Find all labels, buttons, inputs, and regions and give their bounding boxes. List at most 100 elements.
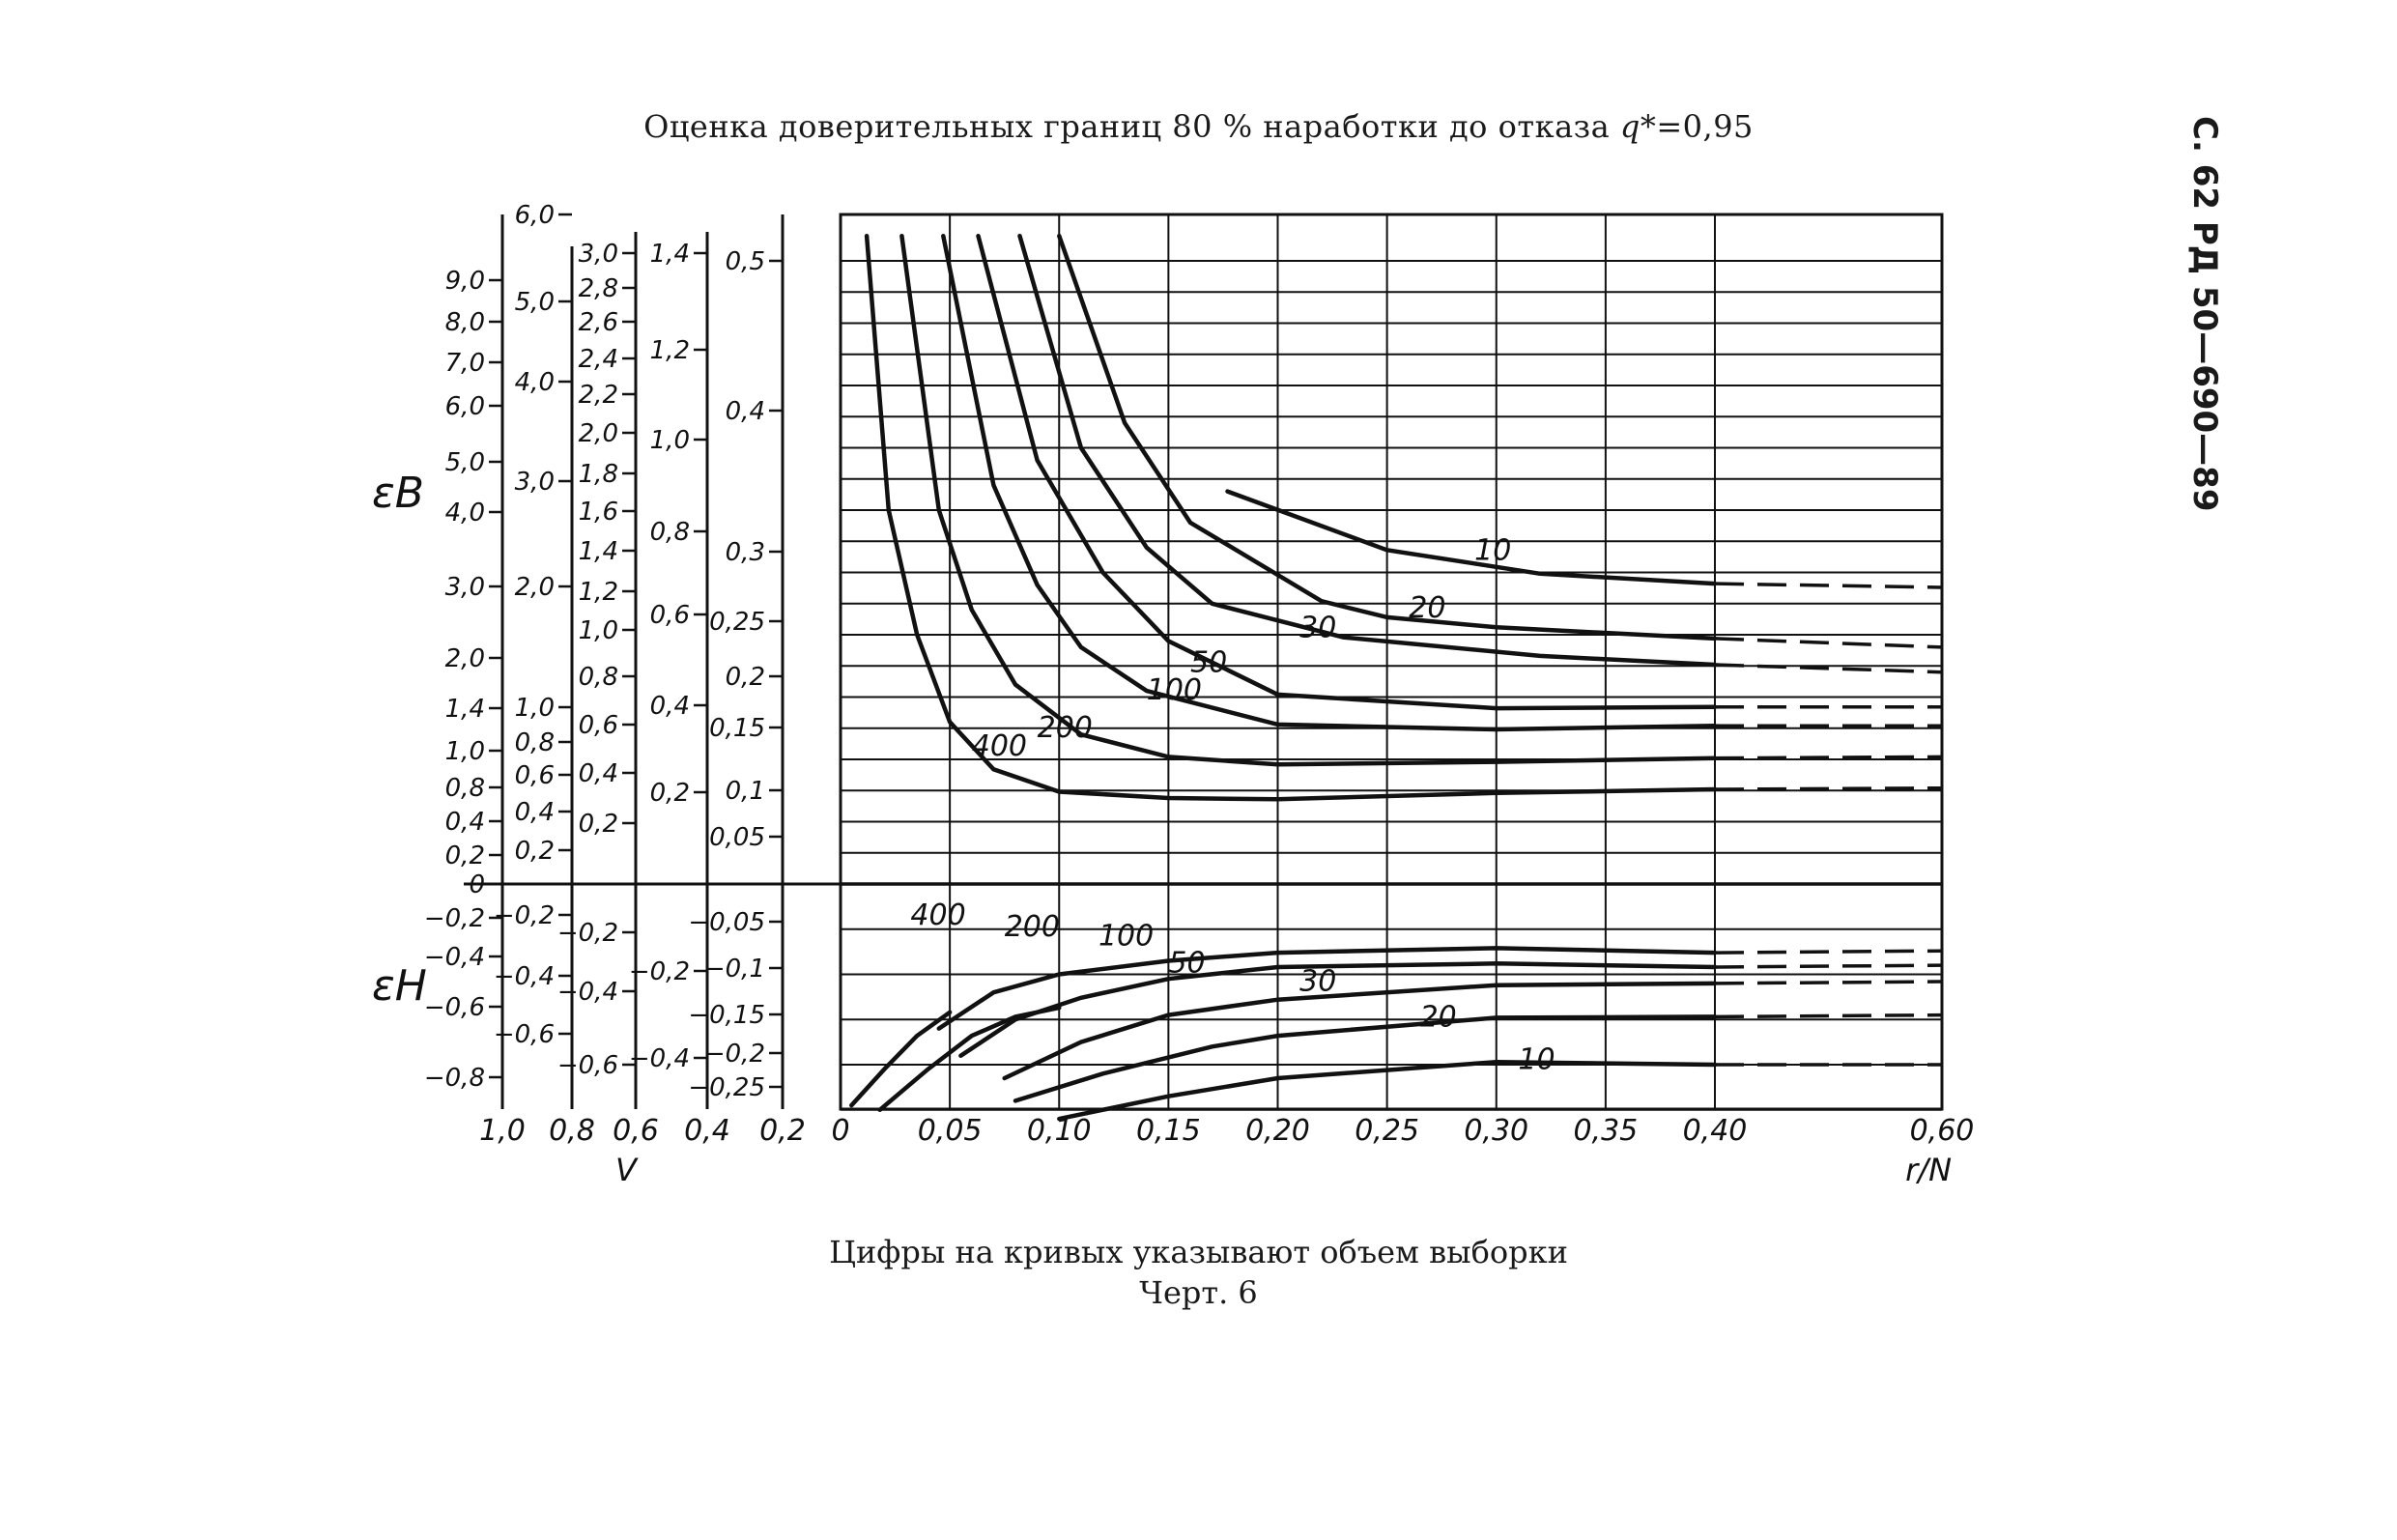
- curve-label-lower-100: 100: [1099, 920, 1154, 954]
- scale-tick-label: 1,0: [515, 694, 555, 723]
- curve-label-lower-200: 200: [1005, 910, 1060, 944]
- scale-tick-label: 2,4: [579, 345, 618, 374]
- curve-label-upper-20: 20: [1409, 591, 1445, 625]
- curve-upper-200: [899, 233, 1718, 767]
- scale-tick-label: 0,4: [515, 798, 555, 827]
- curve-upper-10-dashed: [1714, 582, 1943, 589]
- curve-label-upper-400: 400: [972, 729, 1027, 763]
- scale-tick-label: 0,5: [726, 247, 765, 276]
- scale-tick-label: 0: [469, 870, 485, 899]
- scale-tick-label: 0,2: [515, 837, 555, 866]
- curve-upper-10: [1225, 489, 1718, 586]
- scale-tick-label: 1,4: [579, 537, 618, 566]
- scale-tick-label: 1,0: [579, 616, 618, 645]
- curve-label-lower-10: 10: [1518, 1043, 1555, 1077]
- scale-tick-label: −0,4: [629, 1044, 690, 1073]
- scale-tick-label: 0,6: [515, 761, 555, 790]
- scale-tick-label: 8,0: [445, 308, 485, 337]
- curve-upper-400-dashed: [1714, 785, 1943, 791]
- curve-upper-20-dashed: [1714, 637, 1943, 649]
- scale-tick-label: −0,6: [557, 1051, 618, 1080]
- curve-label-lower-20: 20: [1420, 1001, 1457, 1035]
- scale-tick-label: 0,2: [726, 663, 765, 692]
- scale-tick-label: 9,0: [445, 267, 485, 296]
- curve-upper-30: [1017, 233, 1718, 668]
- scale-tick-label: 3,0: [579, 240, 618, 269]
- upper-axis-label: εB: [372, 469, 424, 518]
- x-tick-label: 0,40: [1683, 1114, 1748, 1148]
- scale-tick-label: −0,6: [494, 1020, 555, 1049]
- scale-tick-label: −0,25: [688, 1073, 765, 1102]
- scale-tick-label: 4,0: [515, 368, 555, 397]
- curves: [849, 233, 1943, 1122]
- curve-label-upper-30: 30: [1299, 612, 1336, 645]
- scale-tick-label: −0,4: [424, 943, 485, 972]
- v-tick-label: 0,2: [759, 1114, 806, 1148]
- curve-label-upper-50: 50: [1190, 646, 1227, 680]
- scale-tick-label: 2,0: [515, 573, 555, 602]
- scale-tick-label: −0,2: [629, 957, 690, 986]
- curve-lower-10: [1057, 1059, 1718, 1122]
- scale-tick-label: 0,4: [726, 397, 765, 426]
- caption-line-2: Черт. 6: [1139, 1274, 1258, 1311]
- curve-label-upper-10: 10: [1474, 534, 1511, 568]
- scale-tick-label: −0,2: [704, 1040, 765, 1069]
- scale-tick-label: 2,0: [579, 419, 618, 448]
- x-tick-label: 0,15: [1136, 1114, 1201, 1148]
- curve-upper-100: [941, 233, 1718, 732]
- x-tick-label: 0: [831, 1114, 849, 1148]
- curve-lower-30: [1002, 981, 1718, 1081]
- curve-label-upper-200: 200: [1038, 711, 1093, 745]
- scale-tick-label: 0,05: [709, 823, 765, 852]
- scale-tick-label: −0,8: [424, 1064, 485, 1093]
- v-axis-label: V: [615, 1152, 639, 1188]
- scale-tick-label: 0,4: [445, 808, 485, 837]
- scale-tick-label: 2,0: [445, 644, 485, 673]
- scale-tick-label: 0,2: [579, 810, 618, 839]
- curve-lower-20: [1013, 1014, 1718, 1103]
- x-tick-label: 0,25: [1355, 1114, 1419, 1148]
- curve-lower-100-dashed: [1714, 949, 1943, 955]
- scale-tick-label: 1,0: [445, 737, 485, 766]
- scale-tick-label: 0,1: [726, 777, 765, 806]
- scale-tick-label: −0,4: [494, 962, 555, 991]
- curve-upper-50: [976, 233, 1718, 711]
- curve-label-upper-100: 100: [1147, 673, 1202, 707]
- scale-tick-label: 1,2: [650, 336, 690, 365]
- scale-tick-label: 6,0: [515, 201, 555, 230]
- v-tick-label: 0,6: [613, 1114, 659, 1148]
- x-tick-label: 0,60: [1910, 1114, 1975, 1148]
- lower-axis-label: εH: [372, 961, 427, 1011]
- v-tick-label: 1,0: [479, 1114, 526, 1148]
- scale-tick-label: 3,0: [445, 573, 485, 602]
- scale-tick-label: −0,05: [688, 908, 765, 937]
- scale-tick-label: 0,15: [709, 714, 765, 743]
- scale-tick-label: 3,0: [515, 468, 555, 497]
- scale-tick-label: −0,2: [424, 904, 485, 933]
- scale-tick-label: 0,8: [579, 663, 618, 692]
- scale-tick-label: 2,2: [579, 381, 618, 410]
- scale-tick-label: 0,2: [650, 779, 690, 808]
- v-tick-label: 0,4: [684, 1114, 730, 1148]
- scale-tick-label: 0,6: [650, 601, 690, 630]
- curve-lower-50: [958, 961, 1718, 1058]
- side-scales: 9,08,07,06,05,04,03,02,01,41,00,80,40,20…: [424, 201, 785, 1109]
- caption-line-1: Цифры на кривых указывают объем выборки: [829, 1234, 1568, 1270]
- curve-lower-20-dashed: [1714, 1012, 1943, 1019]
- scale-tick-label: 0,4: [650, 692, 690, 721]
- scale-tick-label: 2,8: [579, 274, 618, 303]
- curve-lower-30-dashed: [1714, 980, 1943, 985]
- scale-tick-label: 1,2: [579, 578, 618, 607]
- scale-tick-label: 0,8: [650, 518, 690, 547]
- scale-tick-label: 6,0: [445, 392, 485, 421]
- curve-lower-50-dashed: [1714, 963, 1943, 969]
- curve-lower-400: [849, 1010, 953, 1108]
- scale-tick-label: 0,25: [709, 608, 765, 637]
- curve-label-lower-50: 50: [1168, 947, 1205, 981]
- scale-tick-label: 1,6: [579, 498, 618, 527]
- scale-tick-label: −0,2: [557, 919, 618, 948]
- scale-tick-label: 5,0: [445, 448, 485, 477]
- x-tick-label: 0,30: [1464, 1114, 1528, 1148]
- caption: Цифры на кривых указывают объем выборки …: [0, 1232, 2397, 1313]
